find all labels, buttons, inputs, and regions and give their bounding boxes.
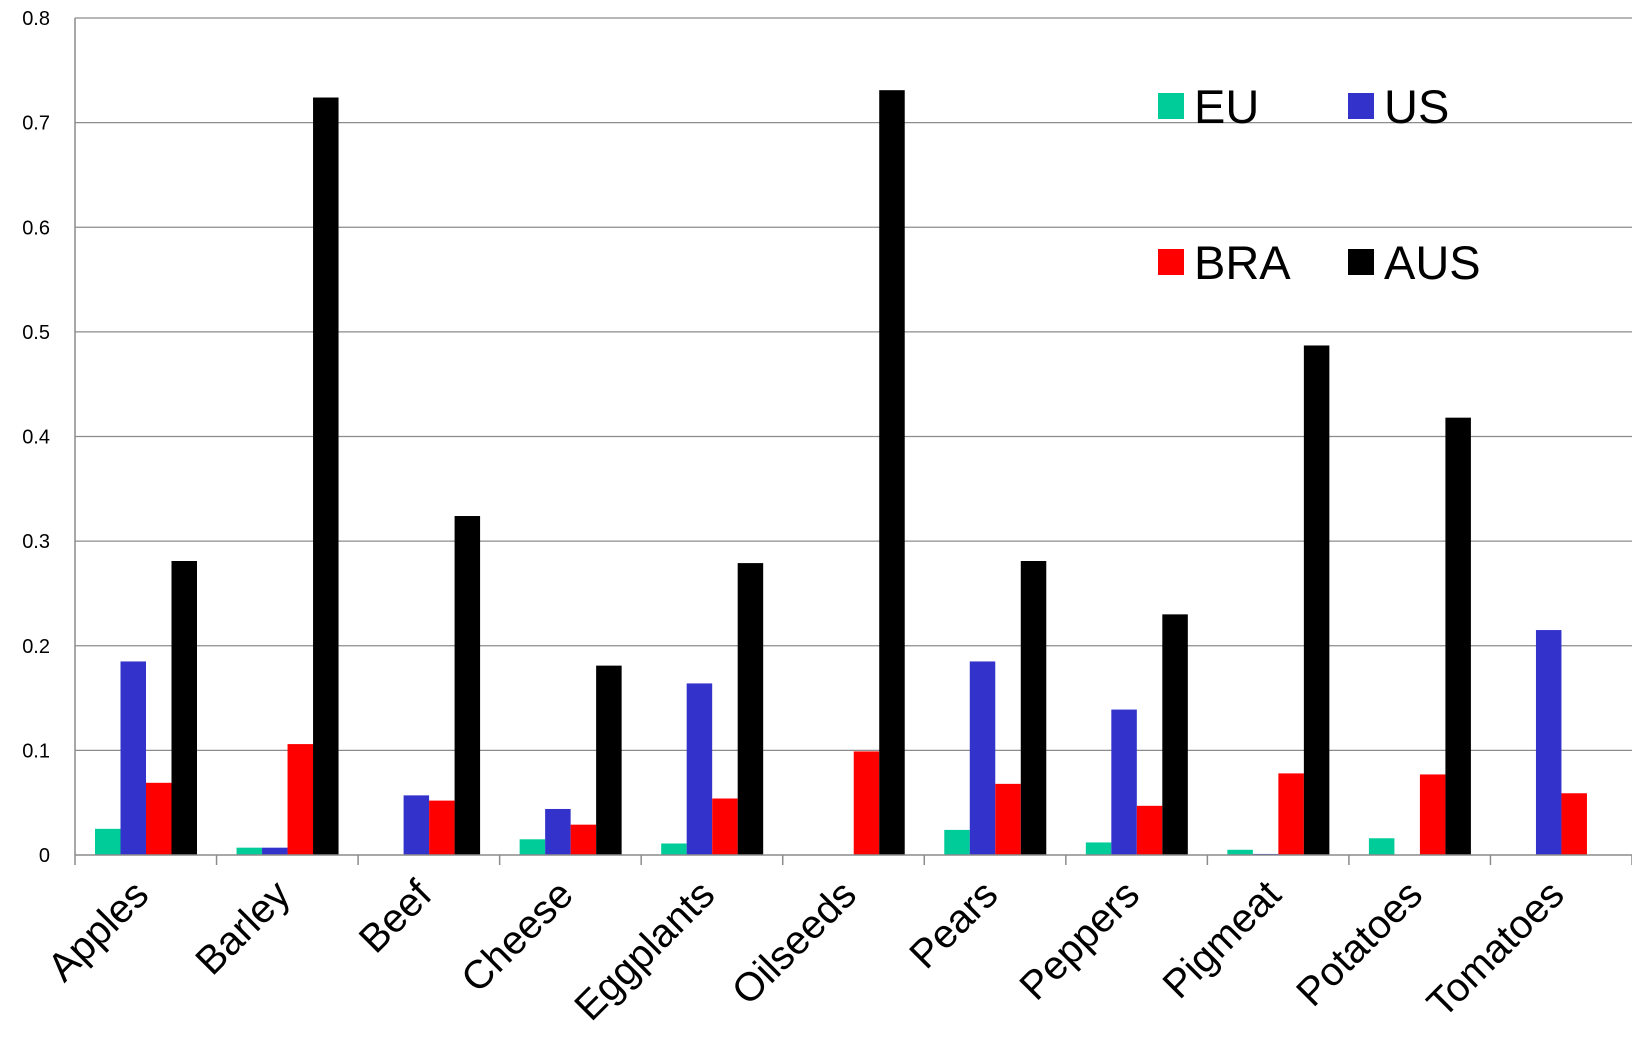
bar-aus-potatoes [1445,417,1471,855]
x-category-label: Peppers [1011,872,1147,1008]
axes [74,18,1632,865]
bar-bra-peppers [1136,805,1163,855]
bar-us-barley [262,847,288,855]
bar-aus-beef [454,516,481,855]
bar-aus-eggplants [737,563,764,855]
y-tick-label: 0.3 [22,531,50,553]
bar-aus-oilseeds [879,90,905,855]
x-category-label: Eggplants [566,872,723,1029]
bar-bra-cheese [570,824,597,855]
y-tick-label: 0.8 [22,8,50,30]
y-tick-label: 0.2 [22,636,50,658]
legend: EU US BRA AUS [1158,80,1481,289]
bar-eu-pigmeat [1227,849,1253,855]
x-category-label: Pigmeat [1155,872,1290,1007]
legend-swatch-bra [1158,249,1184,275]
bar-eu-apples [95,828,121,855]
bar-aus-barley [313,97,339,855]
y-tick-label: 0.5 [22,322,50,344]
bar-eu-pears [944,829,970,855]
y-tick-label: 0.6 [22,217,50,239]
x-category-label: Apples [40,872,158,990]
bar-aus-apples [171,561,197,855]
bar-eu-peppers [1085,842,1112,855]
legend-label-bra: BRA [1194,236,1291,289]
bar-us-peppers [1111,709,1137,855]
y-tick-label: 0.7 [22,113,50,135]
bar-aus-pears [1020,561,1047,855]
bar-eu-potatoes [1368,838,1395,855]
bar-bra-pigmeat [1278,773,1304,855]
bar-eu-eggplants [661,843,687,855]
bar-us-beef [403,795,430,855]
bar-bra-oilseeds [853,751,880,855]
y-tick-label: 0.4 [22,427,50,449]
bar-us-apples [120,661,146,855]
bar-us-pears [969,661,996,855]
bar-eu-cheese [519,839,546,855]
x-category-label: Tomatoes [1419,872,1573,1026]
bar-bra-apples [146,782,172,855]
bar-bra-eggplants [712,798,738,855]
bar-aus-peppers [1162,614,1188,855]
legend-label-us: US [1384,80,1449,133]
bar-us-eggplants [686,683,713,855]
bar-eu-barley [236,847,263,855]
legend-label-eu: EU [1194,80,1259,133]
bar-bra-pears [995,783,1021,855]
bar-aus-pigmeat [1303,345,1330,855]
x-category-label: Barley [187,872,298,983]
x-category-label: Pears [901,872,1006,977]
x-category-label: Oilseeds [724,872,865,1013]
bar-aus-cheese [596,665,622,855]
legend-swatch-eu [1158,93,1184,119]
bars [95,90,1587,855]
bar-us-cheese [545,808,571,855]
x-category-label: Cheese [453,872,582,1001]
legend-swatch-us [1348,93,1374,119]
bar-bra-potatoes [1419,774,1446,855]
bar-bra-barley [287,744,314,855]
x-category-label: Potatoes [1288,872,1431,1015]
y-tick-label: 0 [39,845,50,867]
y-tick-label: 0.1 [22,740,50,762]
bar-bra-beef [429,800,455,855]
legend-label-aus: AUS [1384,236,1481,289]
legend-swatch-aus [1348,249,1374,275]
x-category-label: Beef [351,872,441,962]
bar-us-tomatoes [1535,630,1562,855]
y-axis-tick-labels: 0 0.1 0.2 0.3 0.4 0.5 0.6 0.7 0.8 [22,8,50,867]
bar-bra-tomatoes [1561,793,1587,855]
